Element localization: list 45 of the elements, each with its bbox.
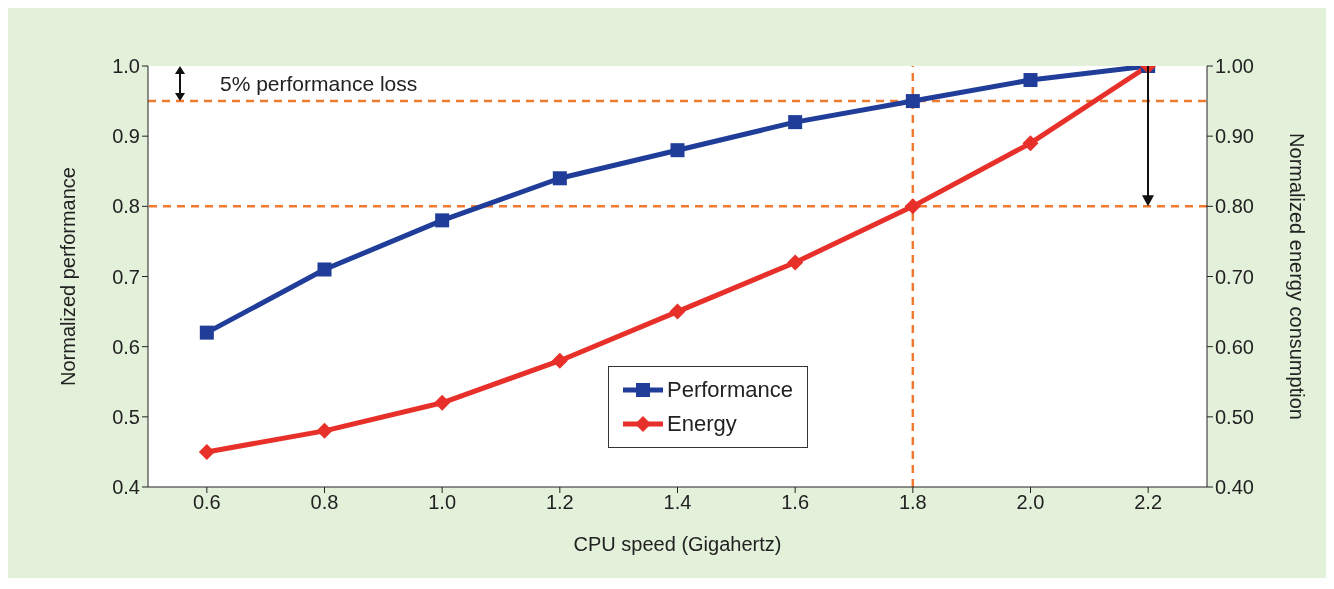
y2-tick-label: 0.40 xyxy=(1215,476,1254,499)
x-tick-label: 2.0 xyxy=(1016,491,1045,514)
x-axis-title: CPU speed (Gigahertz) xyxy=(573,533,782,555)
x-tick-label: 0.8 xyxy=(310,491,339,514)
x-tick-label: 1.0 xyxy=(428,491,457,514)
y2-tick-label: 0.80 xyxy=(1215,195,1254,218)
point xyxy=(788,115,803,130)
y-tick-label: 0.6 xyxy=(112,335,140,358)
point xyxy=(904,198,921,215)
y-axis-title: Normalized performance xyxy=(57,167,80,386)
y2-tick-label: 1.00 xyxy=(1215,55,1254,78)
point xyxy=(787,254,804,271)
y2-tick-label: 0.70 xyxy=(1215,265,1254,288)
point xyxy=(1022,135,1039,152)
legend-label: Performance xyxy=(666,376,793,404)
y-tick-label: 0.9 xyxy=(112,125,140,148)
x-tick-label: 1.6 xyxy=(781,491,810,514)
x-tick-label: 1.4 xyxy=(663,491,692,514)
x-tick-label: 0.6 xyxy=(192,491,221,514)
point xyxy=(670,143,685,158)
x-tick-label: 1.8 xyxy=(898,491,927,514)
y2-axis-title: Normalized energy consumption xyxy=(1285,133,1308,420)
point xyxy=(198,443,215,460)
point xyxy=(317,262,332,277)
x-tick-label: 2.2 xyxy=(1134,491,1163,514)
y-tick-label: 1.0 xyxy=(112,55,140,78)
point xyxy=(435,213,450,228)
y-tick-label: 0.5 xyxy=(112,405,140,428)
x-tick-label: 1.2 xyxy=(545,491,574,514)
point xyxy=(434,394,451,411)
legend-label: Energy xyxy=(666,410,738,438)
point xyxy=(905,94,920,109)
point xyxy=(1023,73,1038,88)
annotation: 5% performance loss xyxy=(220,72,418,96)
y2-tick-label: 0.60 xyxy=(1215,335,1254,358)
point xyxy=(316,422,333,439)
point xyxy=(669,303,686,320)
point xyxy=(551,352,568,369)
y-tick-label: 0.7 xyxy=(112,265,140,288)
y2-tick-label: 0.50 xyxy=(1215,405,1254,428)
y-tick-label: 0.4 xyxy=(112,476,140,499)
y-tick-label: 0.8 xyxy=(112,195,140,218)
point xyxy=(552,171,567,186)
y2-tick-label: 0.90 xyxy=(1215,125,1254,148)
point xyxy=(199,325,214,340)
